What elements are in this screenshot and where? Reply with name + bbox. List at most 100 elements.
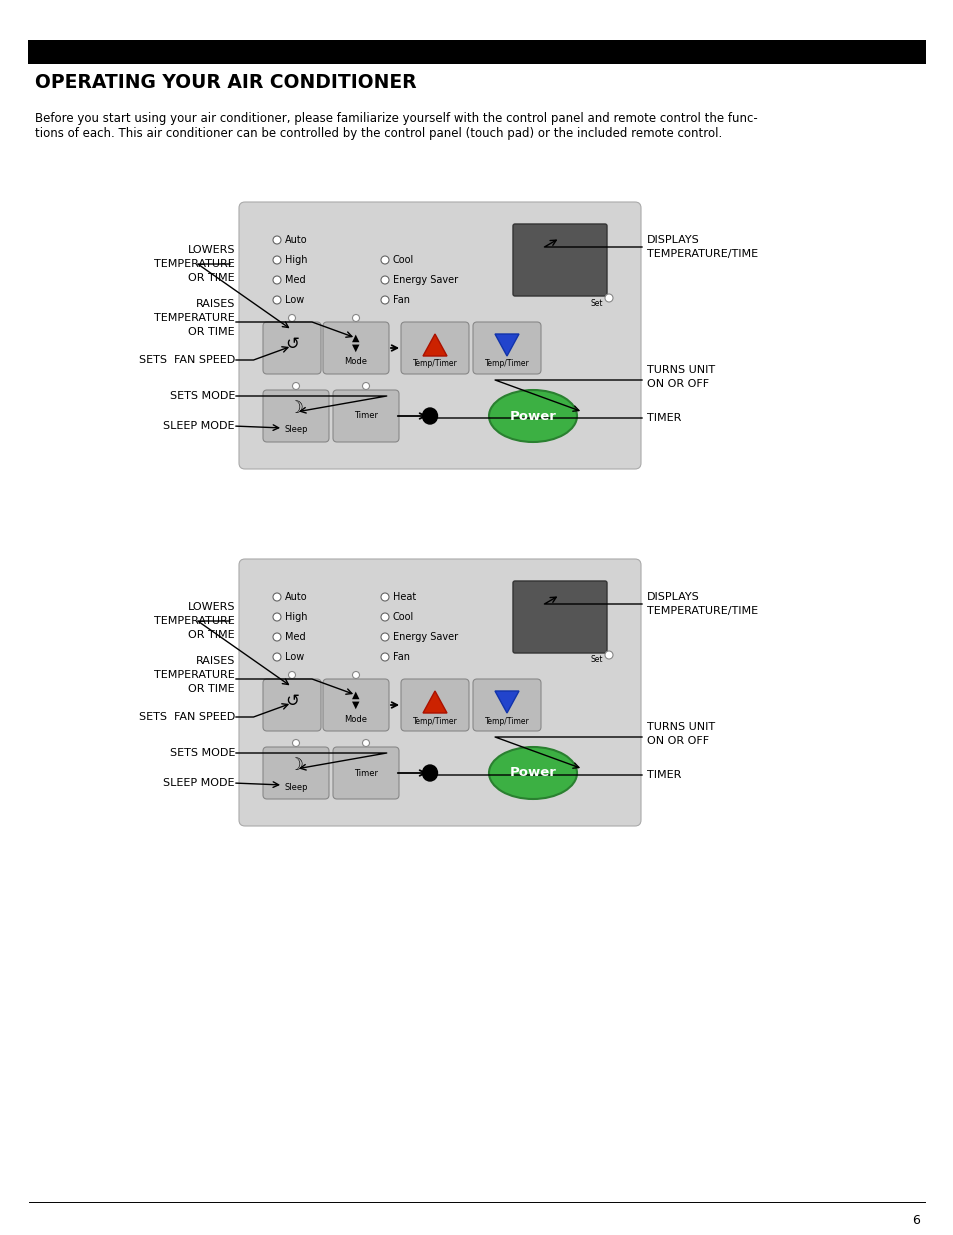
Text: TEMPERATURE/TIME: TEMPERATURE/TIME bbox=[646, 249, 758, 259]
Text: TEMPERATURE: TEMPERATURE bbox=[154, 259, 234, 269]
Text: Auto: Auto bbox=[285, 592, 307, 601]
Text: tions of each. This air conditioner can be controlled by the control panel (touc: tions of each. This air conditioner can … bbox=[35, 127, 721, 140]
Text: OR TIME: OR TIME bbox=[188, 630, 234, 640]
Text: OR TIME: OR TIME bbox=[188, 327, 234, 337]
Text: 6: 6 bbox=[911, 1214, 919, 1226]
Text: SETS MODE: SETS MODE bbox=[170, 391, 234, 401]
Text: Low: Low bbox=[285, 652, 304, 662]
Text: High: High bbox=[285, 613, 307, 622]
Text: ▲: ▲ bbox=[352, 333, 359, 343]
Text: Power: Power bbox=[509, 767, 556, 779]
Circle shape bbox=[352, 315, 359, 321]
Text: ☽: ☽ bbox=[288, 399, 303, 417]
Text: Timer: Timer bbox=[354, 768, 377, 778]
Text: OPERATING YOUR AIR CONDITIONER: OPERATING YOUR AIR CONDITIONER bbox=[35, 74, 416, 93]
Text: Fan: Fan bbox=[393, 652, 410, 662]
Text: TEMPERATURE/TIME: TEMPERATURE/TIME bbox=[646, 606, 758, 616]
Text: TURNS UNIT: TURNS UNIT bbox=[646, 366, 715, 375]
Circle shape bbox=[380, 256, 389, 264]
Text: TURNS UNIT: TURNS UNIT bbox=[646, 722, 715, 732]
FancyBboxPatch shape bbox=[473, 679, 540, 731]
Circle shape bbox=[380, 634, 389, 641]
Circle shape bbox=[288, 315, 295, 321]
FancyBboxPatch shape bbox=[263, 390, 329, 442]
FancyBboxPatch shape bbox=[513, 580, 606, 653]
Text: Sleep: Sleep bbox=[284, 426, 308, 435]
Text: Timer: Timer bbox=[354, 411, 377, 420]
Text: Mode: Mode bbox=[344, 357, 367, 367]
Text: Cool: Cool bbox=[393, 254, 414, 266]
Text: Mode: Mode bbox=[344, 715, 367, 724]
FancyBboxPatch shape bbox=[333, 747, 398, 799]
Circle shape bbox=[362, 740, 369, 746]
Circle shape bbox=[273, 634, 281, 641]
Text: ON OR OFF: ON OR OFF bbox=[646, 379, 708, 389]
Text: Temp/Timer: Temp/Timer bbox=[484, 359, 529, 368]
Circle shape bbox=[273, 296, 281, 304]
Text: SLEEP MODE: SLEEP MODE bbox=[163, 778, 234, 788]
Polygon shape bbox=[422, 333, 447, 356]
Text: SETS  FAN SPEED: SETS FAN SPEED bbox=[138, 713, 234, 722]
Circle shape bbox=[380, 296, 389, 304]
Circle shape bbox=[380, 275, 389, 284]
Circle shape bbox=[273, 256, 281, 264]
Text: RAISES: RAISES bbox=[195, 299, 234, 309]
FancyBboxPatch shape bbox=[263, 679, 320, 731]
Text: Temp/Timer: Temp/Timer bbox=[484, 716, 529, 725]
Text: DISPLAYS: DISPLAYS bbox=[646, 592, 699, 601]
FancyBboxPatch shape bbox=[323, 679, 389, 731]
Text: High: High bbox=[285, 254, 307, 266]
Polygon shape bbox=[495, 692, 518, 713]
Text: TEMPERATURE: TEMPERATURE bbox=[154, 616, 234, 626]
Polygon shape bbox=[422, 692, 447, 713]
Text: SETS MODE: SETS MODE bbox=[170, 748, 234, 758]
Circle shape bbox=[273, 236, 281, 245]
FancyBboxPatch shape bbox=[263, 747, 329, 799]
Circle shape bbox=[380, 653, 389, 661]
Text: LOWERS: LOWERS bbox=[188, 601, 234, 613]
Text: ▼: ▼ bbox=[352, 343, 359, 353]
Text: Med: Med bbox=[285, 632, 305, 642]
Text: Fan: Fan bbox=[393, 295, 410, 305]
Text: Low: Low bbox=[285, 295, 304, 305]
Text: TIMER: TIMER bbox=[646, 412, 680, 424]
Circle shape bbox=[273, 275, 281, 284]
Text: Set: Set bbox=[590, 656, 602, 664]
Text: OR TIME: OR TIME bbox=[188, 273, 234, 283]
Text: TIMER: TIMER bbox=[646, 769, 680, 781]
Circle shape bbox=[273, 653, 281, 661]
Circle shape bbox=[362, 383, 369, 389]
Polygon shape bbox=[495, 333, 518, 356]
Text: Temp/Timer: Temp/Timer bbox=[413, 716, 456, 725]
Text: DISPLAYS: DISPLAYS bbox=[646, 235, 699, 245]
Circle shape bbox=[604, 294, 613, 303]
Text: SLEEP MODE: SLEEP MODE bbox=[163, 421, 234, 431]
Circle shape bbox=[380, 613, 389, 621]
Circle shape bbox=[380, 593, 389, 601]
FancyBboxPatch shape bbox=[473, 322, 540, 374]
Text: Sleep: Sleep bbox=[284, 783, 308, 792]
Ellipse shape bbox=[489, 390, 577, 442]
Text: Auto: Auto bbox=[285, 235, 307, 245]
FancyBboxPatch shape bbox=[323, 322, 389, 374]
Text: Before you start using your air conditioner, please familiarize yourself with th: Before you start using your air conditio… bbox=[35, 112, 757, 125]
Text: Med: Med bbox=[285, 275, 305, 285]
Text: RAISES: RAISES bbox=[195, 656, 234, 666]
Ellipse shape bbox=[422, 764, 437, 781]
Text: ☽: ☽ bbox=[288, 756, 303, 774]
FancyBboxPatch shape bbox=[263, 322, 320, 374]
Text: ↺: ↺ bbox=[285, 335, 298, 353]
Circle shape bbox=[352, 672, 359, 678]
Text: TEMPERATURE: TEMPERATURE bbox=[154, 312, 234, 324]
Text: TEMPERATURE: TEMPERATURE bbox=[154, 671, 234, 680]
Circle shape bbox=[273, 593, 281, 601]
Text: SETS  FAN SPEED: SETS FAN SPEED bbox=[138, 354, 234, 366]
FancyBboxPatch shape bbox=[239, 203, 640, 469]
Text: Energy Saver: Energy Saver bbox=[393, 632, 457, 642]
Text: Power: Power bbox=[509, 410, 556, 422]
Circle shape bbox=[293, 740, 299, 746]
Circle shape bbox=[293, 383, 299, 389]
FancyBboxPatch shape bbox=[333, 390, 398, 442]
Text: ON OR OFF: ON OR OFF bbox=[646, 736, 708, 746]
Text: OR TIME: OR TIME bbox=[188, 684, 234, 694]
